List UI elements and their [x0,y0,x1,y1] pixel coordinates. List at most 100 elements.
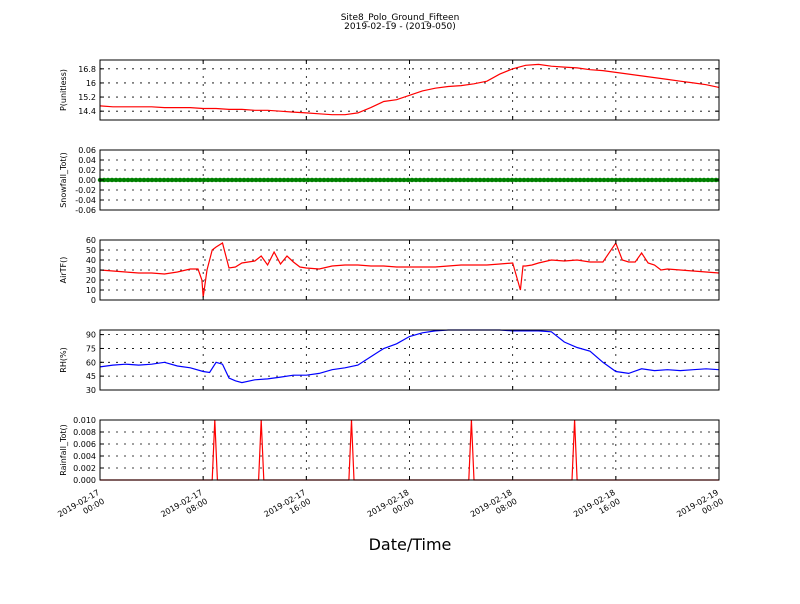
series-marker [229,177,235,183]
series-marker [529,177,535,183]
series-marker [505,177,511,183]
series-marker [593,177,599,183]
y-axis-label: P(unitless) [59,69,68,111]
series-marker [585,177,591,183]
series-marker [685,177,691,183]
series-marker [281,177,287,183]
series-marker [269,177,275,183]
series-marker [349,177,355,183]
series-marker [645,177,651,183]
series-marker [665,177,671,183]
series-marker [253,177,259,183]
series-marker [109,177,115,183]
y-tick-label: 0.002 [73,464,96,473]
y-tick-label: 75 [86,344,96,353]
panels: 14.4 15.2 16 16.8 P(unitless) -0.06-0.04-0.02… [59,59,720,485]
series-marker [285,177,291,183]
series-marker [705,177,711,183]
series-marker [517,177,523,183]
figure-subtitle: 2019-02-19 - (2019-050) [344,22,456,32]
series-marker [325,177,331,183]
y-axis-label: AirTF() [59,257,68,284]
series-marker [177,177,183,183]
series-marker [421,177,427,183]
y-tick-label: 60 [86,358,96,367]
series-marker [297,177,303,183]
series-marker [341,177,347,183]
series-marker [197,177,203,183]
series-marker [353,177,359,183]
series-marker [329,177,335,183]
series-marker [153,177,159,183]
series-marker [661,177,667,183]
series-marker [465,177,471,183]
series-marker [405,177,411,183]
series-marker [565,177,571,183]
series-marker [117,177,123,183]
series-marker [669,177,675,183]
series-marker [345,177,351,183]
series-marker [401,177,407,183]
y-tick-label: 0 [91,296,96,305]
series-marker [113,177,119,183]
series-marker [265,177,271,183]
series-marker [225,177,231,183]
series-marker [445,177,451,183]
series-marker [653,177,659,183]
y-tick-label: -0.02 [75,186,96,195]
series-marker [189,177,195,183]
y-tick-label: 40 [86,256,96,265]
series-marker [457,177,463,183]
series-marker [629,177,635,183]
series-line [99,329,720,384]
series-marker [513,177,519,183]
series-marker [309,177,315,183]
series-marker [129,177,135,183]
series-marker [693,177,699,183]
series-marker [433,177,439,183]
series-marker [257,177,263,183]
series-marker [277,177,283,183]
y-tick-label: 10 [86,286,96,295]
series-marker [549,177,555,183]
panel-3: 30 45 60 75 90 RH(%) [59,329,720,395]
series-marker [361,177,367,183]
series-marker [469,177,475,183]
series-marker [561,177,567,183]
series-marker [617,177,623,183]
series-marker [613,177,619,183]
series-marker [333,177,339,183]
series-marker [241,177,247,183]
series-marker [261,177,267,183]
series-marker [417,177,423,183]
series-marker [601,177,607,183]
y-tick-label: 0.006 [73,440,96,449]
y-tick-label: 90 [86,331,96,340]
series-marker [313,177,319,183]
series-marker [625,177,631,183]
series-marker [681,177,687,183]
series-marker [185,177,191,183]
series-marker [557,177,563,183]
series-marker [649,177,655,183]
series-marker [317,177,323,183]
series-marker [133,177,139,183]
y-tick-label: -0.04 [75,196,96,205]
series-marker [365,177,371,183]
y-tick-label: -0.06 [75,206,96,215]
y-tick-label: 14.4 [78,107,96,116]
y-tick-label: 30 [86,266,96,275]
series-marker [413,177,419,183]
y-tick-label: 0.004 [73,452,96,461]
series-marker [689,177,695,183]
series-marker [701,177,707,183]
y-tick-label: 15.2 [78,93,96,102]
y-tick-label: 50 [86,246,96,255]
series-marker [125,177,131,183]
series-marker [461,177,467,183]
series-marker [441,177,447,183]
series-marker [221,177,227,183]
